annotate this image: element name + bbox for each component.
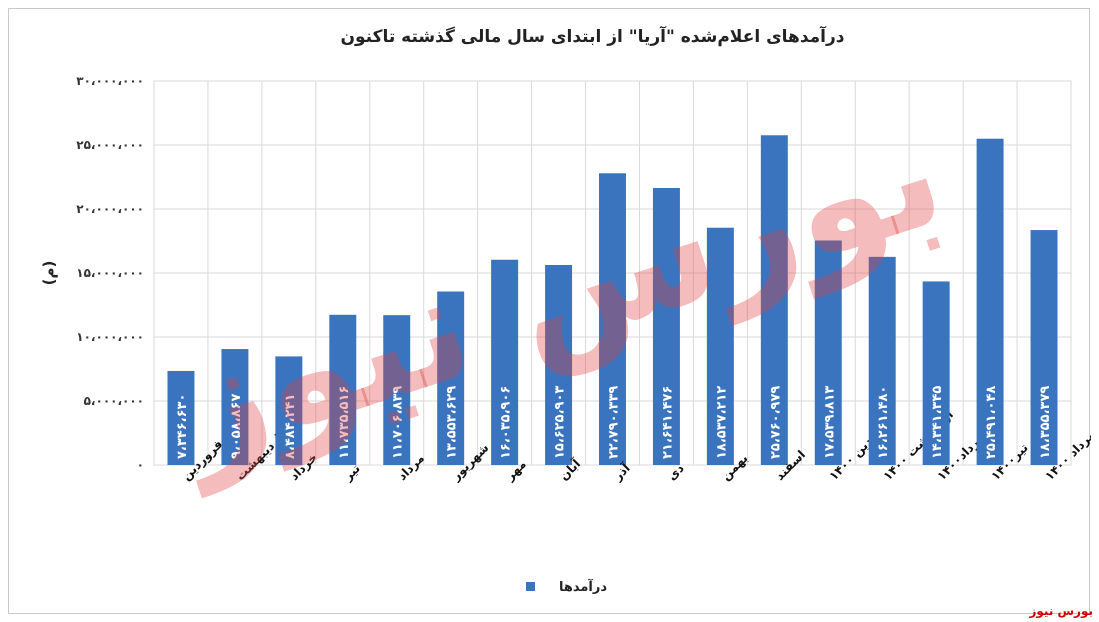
bar-value-label: ۱۷،۵۳۹،۸۱۳ bbox=[822, 386, 837, 459]
bar bbox=[383, 315, 411, 465]
bar-value-label: ۱۸،۳۵۵،۳۷۹ bbox=[1038, 386, 1053, 459]
bar-value-label: ۱۸،۵۳۷،۲۱۲ bbox=[714, 386, 729, 459]
bar bbox=[814, 240, 842, 465]
bar bbox=[491, 259, 519, 465]
bar bbox=[599, 173, 626, 465]
bar bbox=[706, 227, 734, 465]
bar-value-label: ۱۳،۵۵۳،۶۲۹ bbox=[445, 386, 460, 459]
y-tick-label: ۲۰،۰۰۰،۰۰۰ bbox=[76, 202, 144, 216]
bar bbox=[1030, 230, 1058, 465]
bar-value-label: ۷،۳۴۶،۶۳۰ bbox=[175, 394, 190, 459]
bar bbox=[760, 135, 788, 465]
legend-swatch bbox=[526, 582, 535, 591]
bar bbox=[329, 314, 357, 465]
y-tick-label: ۳۰،۰۰۰،۰۰۰ bbox=[76, 74, 144, 88]
y-tick-label: ۱۵،۰۰۰،۰۰۰ bbox=[76, 266, 144, 280]
bar-value-label: ۲۱،۶۴۱،۴۷۶ bbox=[660, 386, 675, 459]
bar-value-label: ۲۵،۷۶۰،۹۷۹ bbox=[768, 386, 783, 459]
chart-frame: درآمدهای اعلام‌شده "آریا" از ابتدای سال … bbox=[8, 8, 1091, 614]
bar-value-label: ۱۱،۷۳۵،۵۱۶ bbox=[337, 386, 352, 459]
source-label: بورس نیوز bbox=[1029, 604, 1093, 618]
bar-value-label: ۲۲،۷۹۰،۳۳۹ bbox=[607, 386, 622, 459]
bar bbox=[976, 138, 1004, 465]
bar bbox=[167, 370, 195, 465]
bar bbox=[221, 349, 249, 465]
bar-value-label: ۱۶،۰۳۵،۹۰۶ bbox=[499, 386, 514, 459]
bar-value-label: ۱۴،۳۴۱،۳۴۵ bbox=[930, 386, 945, 459]
bar bbox=[275, 356, 303, 465]
bar bbox=[545, 264, 573, 465]
y-tick-label: ۱۰،۰۰۰،۰۰۰ bbox=[76, 330, 144, 344]
bar bbox=[868, 256, 896, 465]
chart-title: درآمدهای اعلام‌شده "آریا" از ابتدای سال … bbox=[340, 25, 844, 47]
bar-value-label: ۲۵،۴۹۱،۰۴۸ bbox=[984, 386, 999, 459]
legend-label: درآمدها bbox=[559, 578, 607, 595]
bar bbox=[922, 281, 950, 465]
y-tick-label: ۵،۰۰۰،۰۰۰ bbox=[84, 394, 144, 408]
bar bbox=[437, 291, 465, 465]
bar-value-label: ۸،۴۸۴،۲۴۱ bbox=[283, 394, 298, 459]
bar bbox=[652, 187, 680, 465]
bar-value-label: ۱۶،۲۶۱،۴۸۰ bbox=[876, 386, 891, 459]
bar-value-label: ۹،۰۵۸،۸۶۷ bbox=[229, 394, 244, 459]
y-tick-label: ۲۵،۰۰۰،۰۰۰ bbox=[76, 138, 144, 152]
bar-chart: درآمدهای اعلام‌شده "آریا" از ابتدای سال … bbox=[40, 25, 1091, 595]
bar-value-label: ۱۱،۷۰۶،۸۳۹ bbox=[391, 386, 406, 459]
y-axis-label: (م) bbox=[40, 261, 58, 286]
y-tick-label: ۰ bbox=[137, 458, 144, 472]
bar-value-label: ۱۵،۶۲۵،۹۰۳ bbox=[553, 386, 568, 459]
